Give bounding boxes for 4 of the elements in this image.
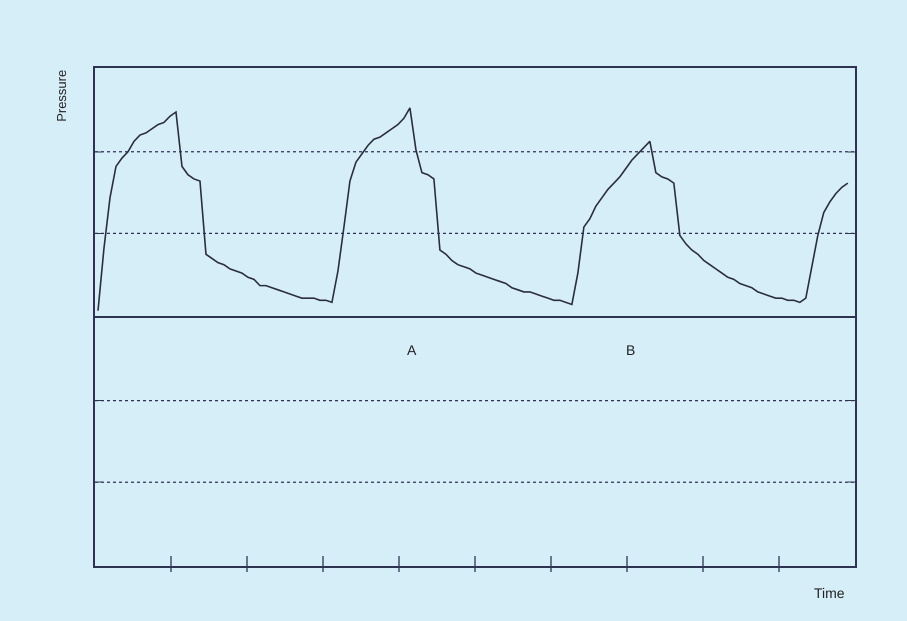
text: Time xyxy=(814,585,845,601)
text: A xyxy=(407,342,417,358)
y-axis-title: Pressure xyxy=(54,70,69,122)
text: B xyxy=(626,342,636,358)
